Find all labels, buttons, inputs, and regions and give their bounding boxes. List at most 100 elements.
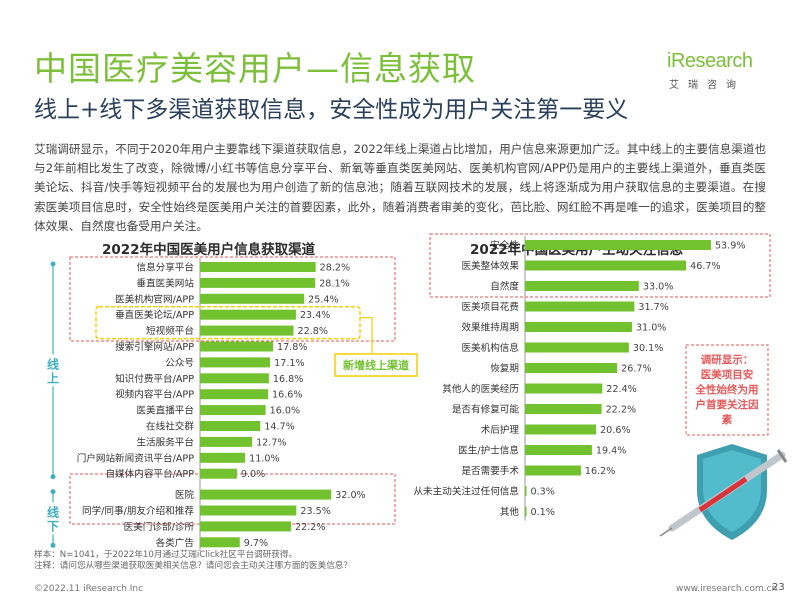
attention-value-label: 30.1% — [633, 343, 663, 354]
logo-word: iResearch — [667, 50, 753, 72]
attention-label: 安全性 — [490, 240, 519, 252]
channel-label: 垂直医美论坛/APP — [115, 309, 194, 321]
channel-value-label: 17.1% — [274, 358, 304, 369]
attention-value-label: 53.9% — [715, 241, 745, 252]
attention-value-label: 16.2% — [585, 466, 615, 477]
channel-label: 自媒体内容平台/APP — [105, 468, 194, 480]
channel-bar — [200, 373, 269, 384]
attention-value-label: 0.1% — [531, 507, 555, 518]
channel-value-label: 9.0% — [241, 469, 265, 480]
chart-title-channels: 2022年中国医美用户信息获取渠道 — [102, 242, 316, 258]
attention-bar — [525, 445, 592, 455]
attention-label: 医美整体效果 — [461, 260, 519, 272]
group-label-char: 上 — [47, 370, 59, 385]
group-dot-bottom-0 — [50, 474, 56, 480]
channel-bar — [200, 452, 246, 463]
channel-value-label: 28.1% — [319, 278, 349, 289]
attention-bar — [525, 465, 581, 476]
channel-label: 信息分享平台 — [136, 262, 194, 274]
syringe-plunger-icon — [776, 449, 788, 463]
new-channels-connector — [360, 317, 373, 354]
channel-value-label: 22.8% — [297, 326, 327, 337]
footer-copyright: ©2022.11 iResearch Inc — [34, 584, 144, 594]
channel-label: 短视频平台 — [146, 325, 194, 337]
page-subtitle: 线上+线下多渠道获取信息，安全性成为用户关注第一要义 — [34, 97, 629, 123]
attention-label: 自然度 — [490, 281, 519, 293]
channel-value-label: 12.7% — [256, 437, 286, 448]
channel-bar — [200, 505, 297, 516]
channel-bar — [200, 325, 294, 336]
new-channels-callout-text: 新增线上渠道 — [343, 358, 409, 372]
channel-label: 在线社交群 — [146, 421, 194, 433]
attention-note-line: 素 — [721, 413, 733, 426]
channel-bar — [200, 341, 273, 352]
channel-bar — [200, 468, 237, 479]
attention-bar — [525, 404, 602, 414]
attention-value-label: 0.3% — [531, 487, 555, 498]
channel-bar — [200, 357, 271, 368]
group-dot-top-1 — [50, 489, 56, 495]
channel-label: 医美直播平台 — [136, 405, 194, 417]
attention-value-label: 46.7% — [690, 261, 720, 272]
attention-label: 恢复期 — [490, 363, 519, 375]
attention-label: 术后护理 — [481, 424, 520, 436]
attention-top-dash-box — [429, 233, 771, 298]
channel-label: 公众号 — [165, 358, 194, 369]
channel-label: 同学/同事/朋友介绍和推荐 — [82, 505, 194, 517]
attention-value-label: 33.0% — [643, 282, 673, 293]
attention-bar — [525, 486, 527, 496]
page-title: 中国医疗美容用户—信息获取 — [34, 49, 476, 88]
channel-value-label: 14.7% — [264, 422, 294, 433]
group-label-char: 线 — [47, 504, 59, 519]
attention-label: 医美项目花费 — [461, 301, 519, 313]
attention-bar — [525, 281, 639, 291]
group-dot-bottom-1 — [50, 542, 56, 548]
channel-value-label: 28.2% — [320, 263, 350, 274]
footer-site: www.iresearch.com.cn — [676, 584, 778, 594]
attention-bar — [525, 240, 711, 250]
channel-label: 垂直医美网站 — [136, 277, 194, 289]
group-label-bg-1 — [45, 502, 61, 535]
channel-bar — [200, 405, 266, 416]
channel-value-label: 22.2% — [295, 522, 325, 533]
attention-label: 其他 — [500, 506, 520, 518]
attention-bar — [525, 363, 618, 373]
channel-label: 医美门诊部/诊所 — [124, 521, 195, 533]
footnotes: 样本：N=1041，于2022年10月通过艾瑞iClick社区平台调研获得。 注… — [34, 550, 352, 572]
channel-bar — [200, 262, 316, 272]
attention-label: 效果维持周期 — [461, 322, 519, 334]
attention-bar — [525, 260, 687, 271]
attention-note-line: 医美项目安 — [701, 368, 754, 381]
channel-bar — [200, 521, 292, 532]
attention-note-box — [685, 344, 769, 436]
channel-value-label: 17.8% — [277, 342, 307, 353]
channel-value-label: 23.5% — [300, 506, 330, 517]
footnote-note: 注释：请问您从哪些渠道获取医美相关信息？请问您会主动关注哪方面的医美信息？ — [34, 561, 352, 571]
group-label-char: 线 — [47, 356, 59, 371]
attention-value-label: 20.6% — [600, 425, 630, 436]
attention-note-line: 全性始终为用 — [695, 383, 759, 396]
attention-label: 医生/护士信息 — [458, 445, 519, 457]
attention-bar — [525, 342, 629, 353]
channels-top-dash-box — [69, 256, 396, 342]
page-number: 23 — [772, 582, 785, 593]
channel-label: 视频内容平台/APP — [115, 389, 194, 401]
attention-bar — [525, 301, 635, 312]
channel-value-label: 16.8% — [273, 374, 303, 385]
new-channels-callout-box — [334, 353, 418, 377]
channel-label: 搜索引擎网站/APP — [115, 341, 194, 353]
channel-bar — [200, 489, 332, 500]
intro-paragraph: 艾瑞调研显示，不同于2020年用户主要靠线下渠道获取信息，2022年线上渠道占比… — [34, 142, 766, 233]
channel-value-label: 25.4% — [308, 294, 338, 305]
channel-label: 各类广告 — [156, 537, 195, 549]
syringe-fluid-icon — [698, 476, 748, 513]
attention-label: 医美机构信息 — [461, 342, 519, 354]
attention-value-label: 22.4% — [606, 384, 636, 395]
channel-value-label: 32.0% — [335, 490, 365, 501]
channel-bar — [200, 309, 296, 320]
new-channels-highlight-box — [95, 305, 361, 340]
attention-value-label: 31.0% — [636, 323, 666, 334]
group-dot-top-0 — [50, 261, 56, 267]
channel-bar — [200, 389, 269, 400]
